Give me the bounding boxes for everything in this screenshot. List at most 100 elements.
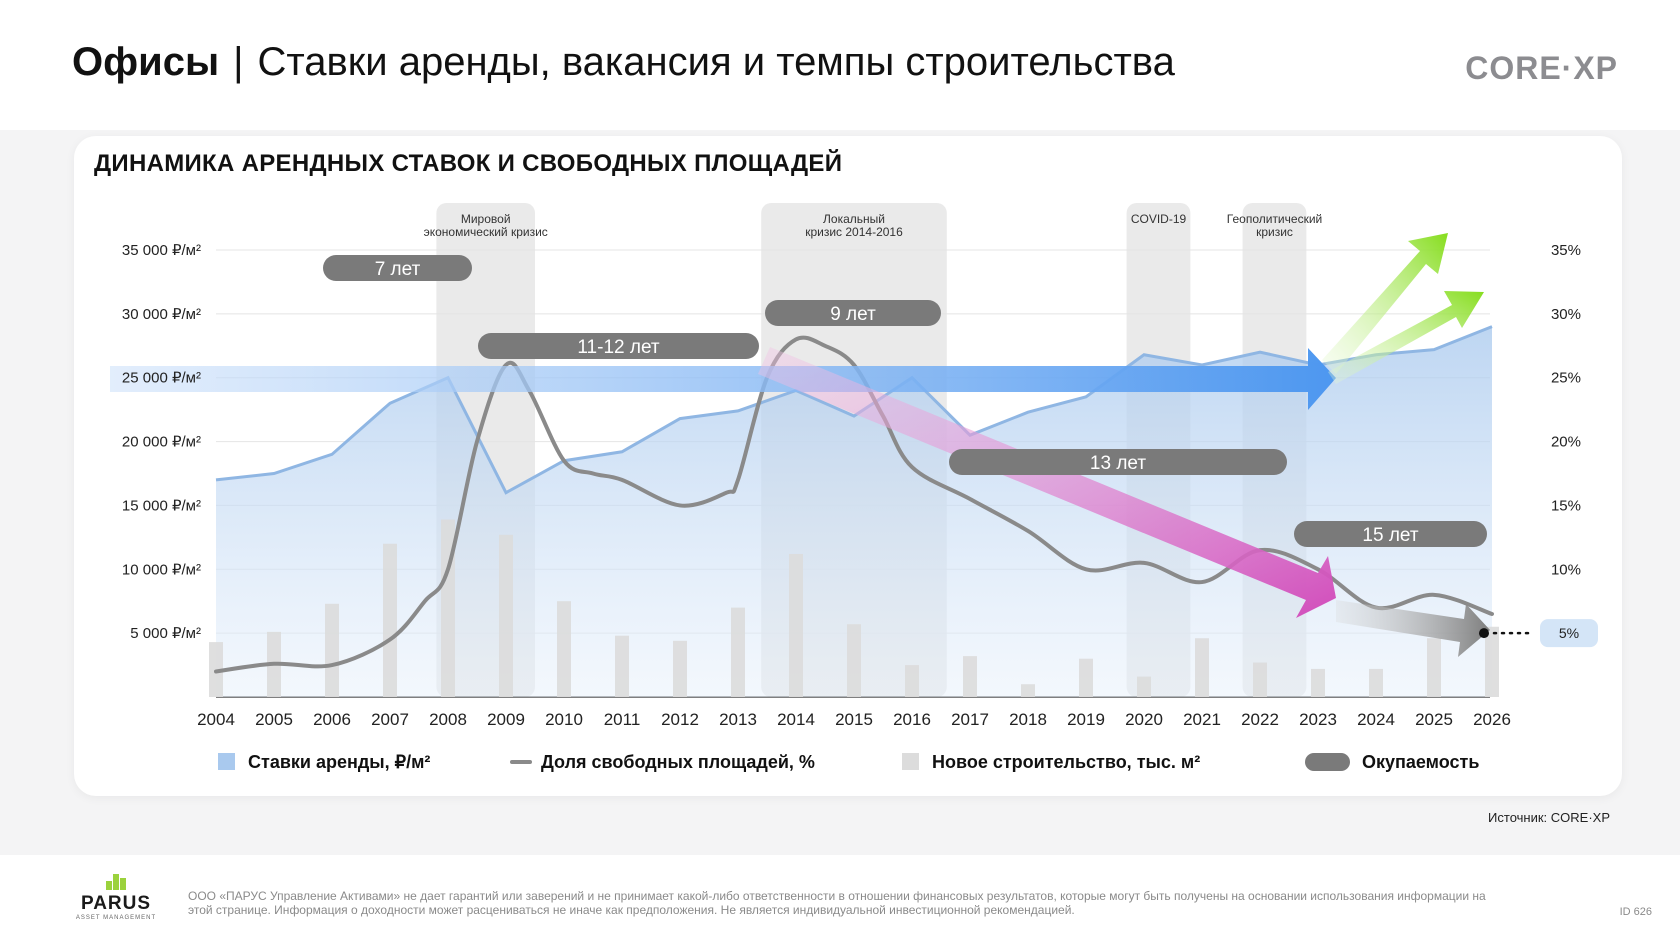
crisis-label-line: COVID-19 <box>1131 212 1187 226</box>
blue-arrow <box>110 348 1336 410</box>
page-title-main: Офисы <box>72 40 220 84</box>
x-tick: 2006 <box>313 710 351 729</box>
payback-pill <box>323 255 472 281</box>
legend-label-construction: Новое строительство, тыс. м² <box>932 752 1200 772</box>
x-tick: 2020 <box>1125 710 1163 729</box>
y-left-tick: 20 000 ₽/м² <box>122 434 201 451</box>
payback-label: 15 лет <box>1362 525 1418 546</box>
brand-logo: CORE·XP <box>1465 50 1618 86</box>
crisis-label: Локальный кризис 2014-2016 <box>805 212 903 239</box>
page-title-separator: | <box>233 40 244 84</box>
y-right-tick: 35% <box>1551 242 1581 259</box>
construction-bar <box>1485 626 1499 697</box>
crisis-label-line: экономический кризис <box>424 225 548 239</box>
gray-arrow <box>1336 600 1490 657</box>
pink-arrow <box>758 347 1336 618</box>
footer-logo: PARUS ASSET MANAGEMENT <box>74 871 158 921</box>
y-right-tick: 10% <box>1551 561 1581 578</box>
x-tick: 2023 <box>1299 710 1337 729</box>
construction-bar <box>673 640 687 697</box>
green-arrow-lower <box>1328 291 1484 384</box>
x-tick: 2004 <box>197 710 235 729</box>
crisis-label-line: кризис <box>1256 225 1293 239</box>
construction-bar <box>325 603 339 697</box>
x-tick: 2008 <box>429 710 467 729</box>
construction-bar <box>963 656 977 697</box>
page-title: Офисы | Ставки аренды, вакансия и темпы ст… <box>72 40 1175 85</box>
y-left-tick: 35 000 ₽/м² <box>122 242 201 259</box>
y-right-tick: 15% <box>1551 497 1581 514</box>
crisis-label: Мировой экономический кризис <box>424 212 548 239</box>
construction-bar <box>847 624 861 697</box>
footer-logo-name: PARUS <box>80 893 152 914</box>
disclaimer: ООО «ПАРУС Управление Активами» не дает … <box>188 889 1486 917</box>
x-tick: 2013 <box>719 710 757 729</box>
sail-icon <box>106 874 126 890</box>
x-tick: 2007 <box>371 710 409 729</box>
y-right-tick: 25% <box>1551 370 1581 387</box>
x-tick: 2025 <box>1415 710 1453 729</box>
construction-bar <box>1137 676 1151 697</box>
x-tick: 2015 <box>835 710 873 729</box>
payback-label: 7 лет <box>375 259 421 280</box>
y-left-tick: 25 000 ₽/м² <box>122 370 201 387</box>
legend-swatch-payback <box>1305 753 1350 771</box>
x-tick: 2009 <box>487 710 525 729</box>
construction-bar <box>1253 662 1267 697</box>
x-tick: 2026 <box>1473 710 1511 729</box>
construction-bar <box>789 553 803 697</box>
x-tick: 2017 <box>951 710 989 729</box>
rent-vacancy-chart: Мировой экономический кризис Локальный криз… <box>110 203 1598 772</box>
page-title-subtitle: Ставки аренды, вакансия и темпы строител… <box>257 40 1175 84</box>
x-tick: 2018 <box>1009 710 1047 729</box>
payback-pill <box>478 333 759 359</box>
footer-logo-sub: ASSET MANAGEMENT <box>75 915 157 921</box>
construction-bar <box>1311 668 1325 697</box>
legend-label-payback: Окупаемость <box>1362 752 1479 772</box>
page-header <box>0 0 1680 130</box>
construction-bar <box>1195 638 1209 697</box>
construction-bar <box>1369 668 1383 697</box>
construction-bar <box>383 543 397 697</box>
x-tick: 2019 <box>1067 710 1105 729</box>
green-arrow-upper <box>1322 233 1448 374</box>
crisis-label: Геополитический кризис <box>1227 212 1322 239</box>
end-badge <box>1540 619 1598 648</box>
crisis-label-line: Мировой <box>461 212 511 226</box>
payback-label: 13 лет <box>1090 453 1146 474</box>
crisis-label: COVID-19 <box>1131 212 1187 226</box>
construction-bar <box>731 607 745 697</box>
construction-bar <box>1079 658 1093 697</box>
payback-pill <box>765 300 941 326</box>
y-right-tick: 30% <box>1551 306 1581 323</box>
page-id: ID 626 <box>1619 906 1652 918</box>
x-tick: 2005 <box>255 710 293 729</box>
y-right-tick: 20% <box>1551 434 1581 451</box>
construction-bar <box>1427 638 1441 697</box>
legend-swatch-construction <box>902 753 919 770</box>
construction-bar <box>615 635 629 697</box>
x-tick: 2011 <box>604 710 641 729</box>
construction-bar <box>499 534 513 697</box>
y-left-tick: 15 000 ₽/м² <box>122 497 201 514</box>
x-tick: 2014 <box>777 710 815 729</box>
rent-area <box>216 326 1492 697</box>
source-note: Источник: CORE·XP <box>1488 810 1610 825</box>
x-tick: 2022 <box>1241 710 1279 729</box>
x-tick: 2010 <box>545 710 583 729</box>
end-badge-label: 5% <box>1559 625 1579 641</box>
y-left-tick: 10 000 ₽/м² <box>122 561 201 578</box>
payback-pill <box>949 449 1287 475</box>
y-left-tick: 5 000 ₽/м² <box>130 625 201 642</box>
crisis-label-line: кризис 2014-2016 <box>805 225 903 239</box>
chart-title: ДИНАМИКА АРЕНДНЫХ СТАВОК И СВОБОДНЫХ ПЛО… <box>94 150 843 177</box>
legend-label-rent: Ставки аренды, ₽/м² <box>248 752 430 772</box>
x-tick: 2021 <box>1183 710 1221 729</box>
crisis-label-line: Геополитический <box>1227 212 1322 226</box>
construction-bar <box>905 665 919 697</box>
x-tick: 2012 <box>661 710 699 729</box>
x-tick: 2016 <box>893 710 931 729</box>
payback-pill <box>1294 521 1487 547</box>
y-left-tick: 30 000 ₽/м² <box>122 306 201 323</box>
footer: PARUS ASSET MANAGEMENT ООО «ПАРУС Управл… <box>0 855 1680 942</box>
